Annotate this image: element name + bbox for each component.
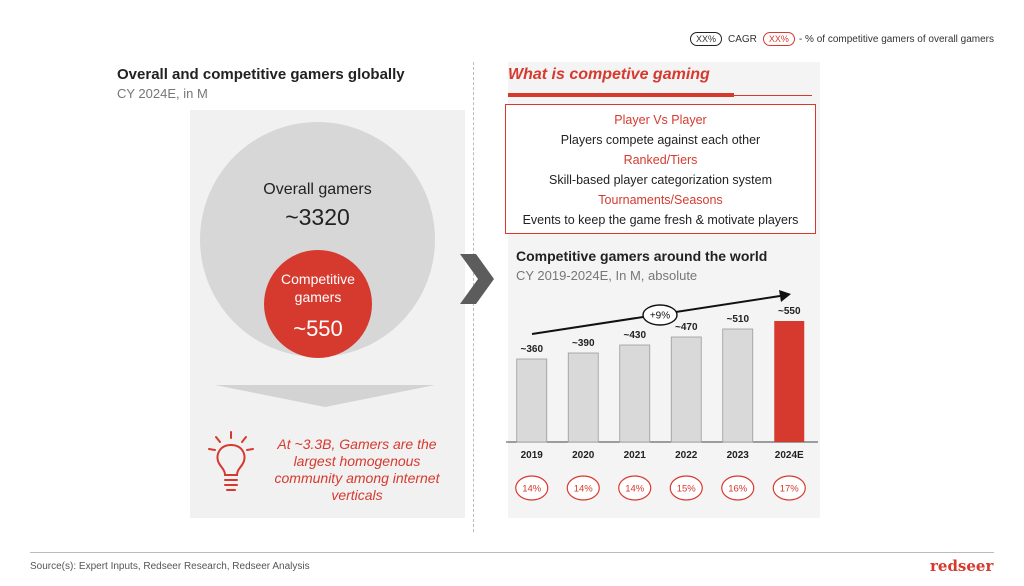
share-label: 14% bbox=[522, 484, 542, 495]
title-underline bbox=[508, 93, 734, 97]
bar-chart: ~360 2019 14% ~390 2020 14% ~430 2021 14% ~470 202… bbox=[506, 290, 818, 501]
bar-value-label: ~550 bbox=[778, 306, 801, 317]
share-label: 16% bbox=[728, 484, 748, 495]
bar-value-label: ~470 bbox=[675, 322, 698, 333]
left-subtitle: CY 2024E, in M bbox=[117, 86, 208, 101]
share-badge bbox=[618, 475, 652, 501]
competitive-gamers-circle bbox=[264, 250, 372, 358]
funnel-arrow bbox=[215, 385, 435, 407]
share-label: 14% bbox=[574, 484, 594, 495]
chart-title: Competitive gamers around the world bbox=[516, 248, 768, 264]
legend: XX% CAGR XX% - % of competitive gamers o… bbox=[690, 32, 994, 46]
cagr-legend-label: CAGR bbox=[728, 33, 757, 45]
bar-value-label: ~510 bbox=[726, 314, 749, 325]
share-badge bbox=[772, 475, 806, 501]
bar bbox=[516, 358, 548, 443]
competitive-gamers-label: Competitive gamers bbox=[264, 270, 372, 306]
bar bbox=[567, 352, 599, 443]
cagr-label: +9% bbox=[650, 311, 670, 322]
x-tick-label: 2019 bbox=[521, 450, 544, 461]
competitive-gamers-value: ~550 bbox=[293, 316, 343, 341]
competitive-label-line-1: Competitive bbox=[281, 271, 355, 287]
bar bbox=[619, 344, 651, 443]
definition-heading: Player Vs Player bbox=[614, 113, 707, 127]
chevron-right-icon bbox=[460, 254, 494, 304]
bar-value-label: ~360 bbox=[520, 344, 543, 355]
definition-text: Events to keep the game fresh & motivate… bbox=[522, 213, 799, 227]
share-badge bbox=[669, 475, 703, 501]
cagr-arrowhead bbox=[779, 290, 791, 302]
bar bbox=[670, 336, 702, 443]
x-tick-label: 2024E bbox=[775, 450, 804, 461]
x-tick-label: 2021 bbox=[624, 450, 647, 461]
insight-text: At ~3.3B, Gamers are the largest homogen… bbox=[274, 436, 440, 503]
overall-gamers-label: Overall gamers bbox=[263, 181, 372, 198]
share-badge bbox=[721, 475, 755, 501]
definition-box: Player Vs Player Players compete against… bbox=[505, 104, 816, 234]
x-tick-label: 2020 bbox=[572, 450, 595, 461]
brand-logo: redseer bbox=[930, 557, 994, 575]
overall-gamers-value: ~3320 bbox=[285, 204, 350, 230]
left-title: Overall and competitive gamers globally bbox=[117, 66, 405, 83]
title-underline-thin bbox=[734, 95, 812, 96]
bar-value-label: ~390 bbox=[572, 338, 595, 349]
share-label: 15% bbox=[677, 484, 697, 495]
bar-value-label: ~430 bbox=[623, 330, 646, 341]
x-tick-label: 2023 bbox=[727, 450, 750, 461]
footer-divider bbox=[30, 552, 994, 553]
share-label: 17% bbox=[780, 484, 800, 495]
definition-heading: Tournaments/Seasons bbox=[598, 193, 723, 207]
competitive-label-line-2: gamers bbox=[294, 289, 342, 305]
pct-pill: XX% bbox=[762, 32, 795, 46]
source-note: Source(s): Expert Inputs, Redseer Resear… bbox=[30, 561, 310, 572]
definition-title: What is competive gaming bbox=[508, 66, 710, 83]
share-label: 14% bbox=[625, 484, 645, 495]
pct-legend-label: - % of competitive gamers of overall gam… bbox=[798, 33, 995, 45]
chart-subtitle: CY 2019-2024E, In M, absolute bbox=[516, 268, 698, 283]
definition-text: Skill-based player categorization system bbox=[548, 173, 773, 187]
x-tick-label: 2022 bbox=[675, 450, 698, 461]
share-badge bbox=[566, 475, 600, 501]
bar bbox=[774, 321, 805, 442]
lightbulb-icon bbox=[208, 431, 254, 491]
bar bbox=[722, 328, 754, 443]
definition-text: Players compete against each other bbox=[560, 133, 761, 147]
definition-heading: Ranked/Tiers bbox=[623, 153, 698, 167]
cagr-badge bbox=[642, 304, 678, 326]
cagr-pill: XX% bbox=[690, 32, 723, 46]
share-badge bbox=[515, 475, 549, 501]
